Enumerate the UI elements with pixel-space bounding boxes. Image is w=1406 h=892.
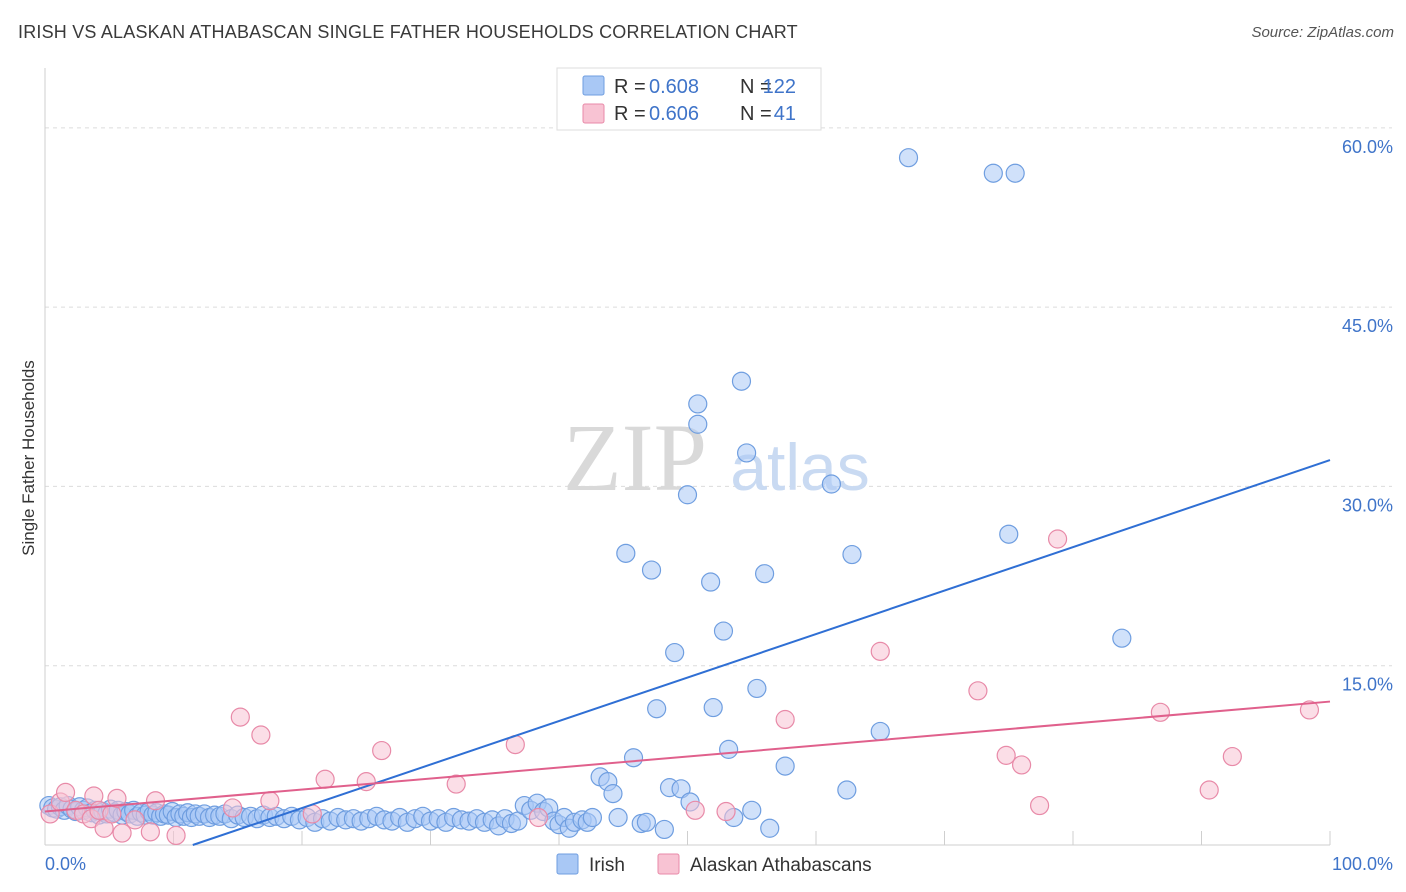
- point-alaskan: [716, 801, 736, 822]
- point-irish: [688, 394, 708, 414]
- trend-layer: [44, 459, 1331, 846]
- point-alaskan: [528, 807, 549, 828]
- point-alaskan: [55, 782, 76, 803]
- point-alaskan: [1029, 795, 1050, 816]
- legend-swatch-alaskan: [657, 853, 680, 875]
- point-irish: [636, 812, 656, 832]
- stats-swatch-irish: [582, 75, 605, 96]
- x-tick-label: 100.0%: [1332, 854, 1393, 874]
- point-alaskan: [1199, 780, 1219, 800]
- stats-n-label-alaskan: N =: [740, 103, 772, 125]
- point-irish: [870, 721, 890, 742]
- point-irish: [1005, 163, 1025, 183]
- y-tick-label: 45.0%: [1342, 316, 1393, 336]
- y-axis-label: Single Father Households: [19, 360, 38, 556]
- point-alaskan: [260, 791, 280, 811]
- stats-swatch-alaskan: [582, 103, 605, 124]
- tick-labels: 15.0% 30.0% 45.0% 60.0% 0.0% 100.0%: [45, 137, 1393, 874]
- point-irish: [999, 524, 1019, 544]
- chart-source: Source: ZipAtlas.com: [1251, 24, 1394, 41]
- point-irish: [737, 443, 757, 463]
- point-irish: [623, 748, 644, 768]
- legend-label-alaskan: Alaskan Athabascans: [690, 855, 872, 876]
- stats-n-value-alaskan: 41: [774, 103, 796, 125]
- point-alaskan: [140, 822, 160, 842]
- point-alaskan: [1299, 700, 1320, 720]
- point-irish: [647, 699, 667, 719]
- point-irish: [837, 780, 857, 800]
- point-alaskan: [1011, 755, 1032, 775]
- point-alaskan: [1150, 702, 1170, 722]
- point-alaskan: [107, 788, 127, 808]
- point-alaskan: [166, 825, 186, 846]
- point-alaskan: [356, 772, 376, 792]
- trendline-irish: [192, 459, 1331, 846]
- points-layer: [39, 148, 1320, 846]
- point-irish: [742, 800, 762, 820]
- point-alaskan: [372, 740, 392, 761]
- point-irish: [665, 642, 685, 663]
- legend-swatch-irish: [556, 853, 579, 875]
- watermark-atlas: atlas: [730, 430, 869, 504]
- point-irish: [701, 572, 721, 592]
- point-irish: [821, 474, 842, 494]
- point-irish: [731, 371, 752, 391]
- point-irish: [1112, 628, 1132, 648]
- point-alaskan: [230, 707, 250, 727]
- point-irish: [654, 819, 674, 840]
- chart-title: IRISH VS ALASKAN ATHABASCAN SINGLE FATHE…: [18, 22, 798, 42]
- point-alaskan: [685, 800, 705, 820]
- stats-n-value-irish: 122: [763, 76, 796, 98]
- legend-label-irish: Irish: [589, 855, 625, 876]
- point-alaskan: [870, 641, 890, 661]
- stats-r-label-alaskan: R =: [614, 103, 646, 125]
- point-irish: [608, 807, 628, 828]
- point-alaskan: [223, 798, 243, 818]
- point-irish: [898, 148, 919, 168]
- point-alaskan: [315, 769, 335, 789]
- point-irish: [616, 543, 636, 563]
- x-tick-label: 0.0%: [45, 854, 86, 874]
- y-tick-label: 60.0%: [1342, 137, 1393, 157]
- point-alaskan: [125, 810, 145, 830]
- stats-box: R = 0.608 N = 122 R = 0.606 N = 41: [556, 67, 822, 131]
- legend: Irish Alaskan Athabascans: [556, 853, 872, 876]
- point-alaskan: [968, 681, 988, 701]
- point-irish: [688, 414, 708, 434]
- point-irish: [842, 544, 862, 565]
- point-irish: [747, 678, 767, 699]
- point-alaskan: [996, 745, 1016, 765]
- point-irish: [775, 756, 795, 776]
- y-tick-label: 15.0%: [1342, 675, 1393, 695]
- point-irish: [582, 807, 603, 828]
- point-irish: [677, 485, 698, 505]
- point-irish: [703, 697, 723, 718]
- point-irish: [671, 779, 691, 799]
- watermark: ZIP atlas: [563, 404, 870, 511]
- point-irish: [719, 739, 739, 759]
- point-irish: [641, 560, 662, 580]
- stats-r-value-alaskan: 0.606: [649, 103, 699, 125]
- trendline-alaskan: [44, 700, 1331, 813]
- point-alaskan: [1047, 529, 1068, 549]
- point-alaskan: [446, 774, 466, 794]
- y-tick-label: 30.0%: [1342, 495, 1393, 515]
- point-irish: [603, 784, 623, 804]
- point-alaskan: [775, 709, 795, 730]
- point-irish: [983, 163, 1003, 183]
- point-alaskan: [112, 823, 132, 843]
- stats-r-label-irish: R =: [614, 76, 646, 98]
- point-irish: [713, 621, 734, 641]
- point-irish: [760, 818, 780, 838]
- stats-n-label-irish: N =: [740, 76, 772, 98]
- point-alaskan: [251, 725, 271, 745]
- point-alaskan: [1222, 746, 1242, 767]
- stats-r-value-irish: 0.608: [649, 76, 699, 98]
- point-irish: [754, 564, 775, 584]
- gridlines: [45, 127, 1392, 667]
